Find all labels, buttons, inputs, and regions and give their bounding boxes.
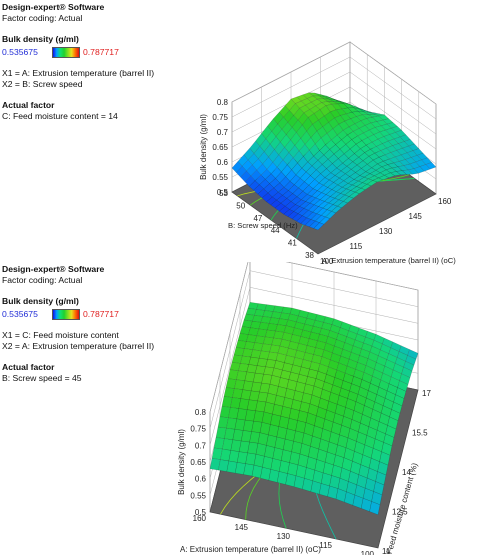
- actual-factor-title: Actual factor: [2, 100, 55, 110]
- z-tick-label: 0.75: [212, 113, 228, 122]
- z-axis-label: Bulk density (g/ml): [177, 429, 186, 495]
- z-tick-label: 0.75: [190, 425, 206, 434]
- color-scale-bar: [52, 46, 80, 58]
- x-tick-label: 145: [409, 212, 423, 221]
- z-tick-label: 0.5: [195, 508, 207, 517]
- software-title: Design-expert® Software: [2, 264, 105, 274]
- z-tick-label: 0.7: [217, 128, 229, 137]
- actual-factor-value: B: Screw speed = 45: [2, 373, 82, 383]
- x-axis-label: A: Extrusion temperature (barrel II) (oC…: [322, 256, 456, 265]
- surface-patch: [369, 501, 381, 515]
- surface-plot-2: 0.5 0.55 0.6 0.65 0.7 0.75 0.8 Bulk density (g/…: [177, 262, 431, 555]
- x-tick-label: 115: [350, 242, 363, 251]
- z-tick-label: 0.7: [195, 441, 207, 450]
- y-tick-label: 145: [235, 523, 249, 532]
- y-tick-label: 160: [193, 514, 207, 523]
- z-tick-label: 0.6: [217, 158, 229, 167]
- z-tick-label: 0.8: [195, 408, 207, 417]
- color-scale-bar: [52, 308, 80, 320]
- y-tick-label: 38: [305, 251, 314, 260]
- y-axis-label: A: Extrusion temperature (barrel II) (oC…: [180, 545, 321, 554]
- z-tick-label: 0.55: [190, 491, 206, 500]
- x-tick-label: 11: [382, 547, 391, 555]
- actual-factor-value: C: Feed moisture content = 14: [2, 111, 118, 121]
- legend-block-2: Design-expert® Software Factor coding: A…: [2, 264, 154, 384]
- z-tick-label: 0.6: [195, 475, 207, 484]
- x-tick-label: 100: [320, 257, 334, 266]
- z-tick-label: 0.65: [212, 143, 228, 152]
- z-tick-label: 0.5: [217, 188, 229, 197]
- software-title: Design-expert® Software: [2, 2, 105, 12]
- x-tick-label: 160: [438, 197, 452, 206]
- z-tick-label: 0.55: [212, 173, 228, 182]
- y-tick-label: 53: [219, 189, 228, 198]
- z-axis-label: Bulk density (g/ml): [199, 114, 208, 180]
- z-axis: 0.5 0.55 0.6 0.65 0.7 0.75 0.8 Bulk density (g/…: [199, 98, 229, 197]
- actual-factor-title: Actual factor: [2, 362, 55, 372]
- x-tick-label: 15.5: [412, 429, 428, 438]
- y-tick-label: 41: [288, 239, 297, 248]
- y-axis-label: B: Screw speed (Hz): [228, 221, 298, 230]
- color-scale-min: 0.535675: [2, 46, 38, 57]
- response-title: Bulk density (g/ml): [2, 296, 79, 306]
- y-axis: 100 115 130 145 160 A: Extrusion temperature …: [180, 514, 375, 555]
- color-scale-max: 0.787717: [83, 308, 119, 319]
- y-tick-label: 115: [319, 541, 332, 550]
- y-axis: 38 41 44 47 50 53 B: Screw speed (Hz): [219, 189, 314, 260]
- x-axis: 100 115 130 145 160 A: Extrusion temperature …: [320, 197, 456, 266]
- x-tick-label: 130: [379, 227, 393, 236]
- z-tick-label: 0.65: [190, 458, 206, 467]
- x-tick-label: 14: [402, 468, 411, 477]
- chart-panel-2: Design-expert® Software Factor coding: A…: [0, 262, 480, 555]
- factor-coding: Factor coding: Actual: [2, 13, 83, 23]
- chart-panel-1: Design-expert® Software Factor coding: A…: [0, 0, 480, 268]
- x2-definition: X2 = A: Extrusion temperature (barrel II…: [2, 341, 155, 351]
- y-tick-label: 130: [277, 532, 291, 541]
- response-title: Bulk density (g/ml): [2, 34, 79, 44]
- y-tick-label: 44: [271, 226, 280, 235]
- surface-plot-1: 0.5 0.55 0.6 0.65 0.7 0.75 0.8 Bulk density (g/…: [199, 41, 456, 266]
- surface: [209, 302, 419, 515]
- color-scale-max: 0.787717: [83, 46, 119, 57]
- x1-definition: X1 = A: Extrusion temperature (barrel II…: [2, 68, 155, 78]
- y-tick-label: 50: [236, 201, 245, 210]
- surface: [231, 92, 437, 231]
- z-gridline: [209, 262, 419, 413]
- y-tick-label: 47: [253, 214, 262, 223]
- x2-definition: X2 = B: Screw speed: [2, 79, 83, 89]
- surface-patch: [313, 222, 325, 231]
- factor-coding: Factor coding: Actual: [2, 275, 83, 285]
- x1-definition: X1 = C: Feed moisture content: [2, 330, 119, 340]
- z-axis: 0.5 0.55 0.6 0.65 0.7 0.75 0.8 Bulk density (g/…: [177, 408, 207, 517]
- y-tick-label: 100: [361, 550, 375, 555]
- color-scale-min: 0.535675: [2, 308, 38, 319]
- legend-block-1: Design-expert® Software Factor coding: A…: [2, 2, 154, 122]
- z-tick-label: 0.8: [217, 98, 229, 107]
- x-tick-label: 12.5: [392, 508, 408, 517]
- x-tick-label: 17: [422, 389, 431, 398]
